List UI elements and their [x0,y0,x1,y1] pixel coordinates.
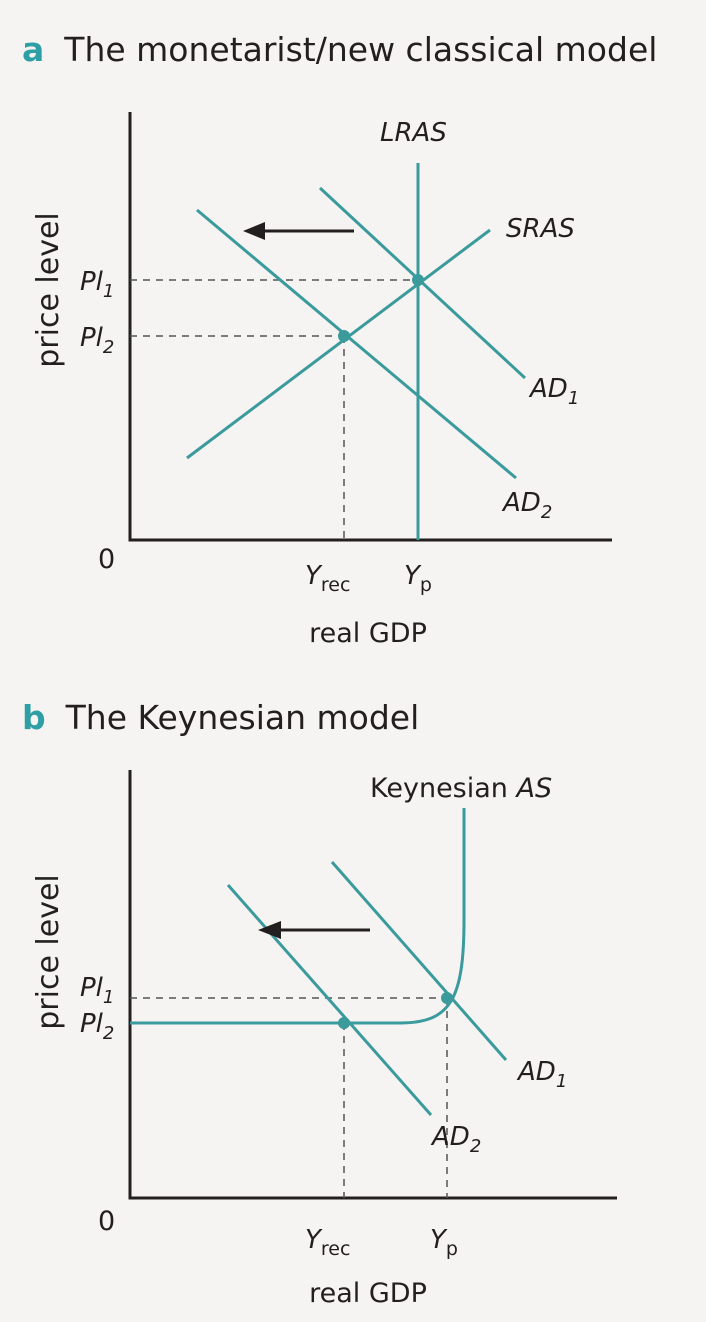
panel-a-x-axis-label: real GDP [309,618,427,649]
panel-b-ad2-label: AD2 [430,1122,481,1157]
panel-monetarist-model: a The monetarist/new classical model LRAS… [0,0,706,660]
panel-a-equilibrium-1 [412,274,424,286]
panel-b-y-axis-label: price level [31,874,66,1030]
panel-b-arrow-head-icon [258,921,281,939]
panel-a-pl2-label: Pl2 [80,323,114,358]
panel-b-as-label: Keynesian AS [370,773,552,804]
panel-b-keynesian-as-curve [130,808,466,1025]
panel-a-origin: 0 [98,544,115,575]
panel-b-x-axis-label: real GDP [309,1278,427,1309]
panel-b-axes [128,770,617,1200]
panel-a-lras-label: LRAS [380,118,447,148]
panel-a-sras-label: SRAS [506,214,575,244]
panel-a-title-text: The monetarist/new classical model [64,30,658,69]
panel-b-yp-label: Yp [430,1225,458,1260]
panel-a-letter: a [22,30,45,69]
panel-b-yrec-label: Yrec [305,1225,350,1260]
panel-a-yp-label: Yp [404,561,432,596]
panel-b-pl1-label: Pl1 [80,973,114,1008]
panel-a-pl1-label: Pl1 [80,267,114,302]
panel-b-letter: b [22,698,46,737]
panel-a-axes [128,112,612,542]
panel-b-diagram: Keynesian AS AD1 AD2 Pl1 Pl2 price level… [31,770,617,1309]
panel-a-title: a The monetarist/new classical model [22,30,657,69]
panel-a-yrec-label: Yrec [305,561,350,596]
panel-b-pl2-label: Pl2 [80,1009,114,1044]
panel-b-title-text: The Keynesian model [65,698,420,737]
panel-keynesian-model: b The Keynesian model Keynesian AS AD1 AD… [0,660,706,1322]
panel-a-sras-curve [186,228,491,460]
panel-a-ad2-curve [196,208,517,480]
panel-a-ad1-label: AD1 [528,374,579,409]
panel-b-ad1-curve [330,861,508,1061]
panel-a-arrow-head-icon [243,222,265,240]
panel-a-equilibrium-2 [338,330,350,342]
panel-a-diagram: LRAS SRAS AD1 AD2 Pl1 Pl2 price level 0 … [31,112,612,649]
panel-a-ad2-label: AD2 [501,488,552,523]
panel-a-y-axis-label: price level [31,212,66,368]
panel-b-ad2-curve [226,884,433,1116]
panel-b-origin: 0 [98,1206,115,1237]
panel-b-equilibrium-1 [441,992,453,1004]
panel-b-title: b The Keynesian model [22,698,419,737]
panel-b-ad1-label: AD1 [516,1057,567,1092]
panel-b-equilibrium-2 [338,1017,350,1029]
